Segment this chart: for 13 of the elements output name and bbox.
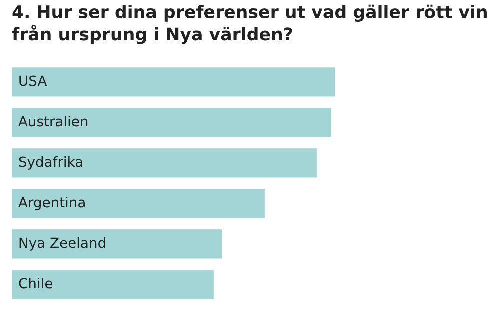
y-tick-label: Argentina [18, 196, 85, 210]
y-tick-label: Nya Zeeland [20, 237, 106, 251]
bar [12, 148, 317, 178]
bar [12, 270, 214, 300]
y-tick-label: Chile [19, 278, 52, 289]
bar [12, 108, 332, 138]
y-tick-label: Sydafrika [19, 156, 82, 170]
chart-title: 4. Hur ser dina preferenser ut vad gäller rött vin från ursprung i Nya världen? [12, 4, 487, 44]
bar [12, 230, 222, 259]
bar [12, 189, 265, 218]
bar [12, 68, 335, 97]
y-tick-label: Australien [18, 116, 88, 127]
y-tick-label: USA [20, 76, 48, 86]
